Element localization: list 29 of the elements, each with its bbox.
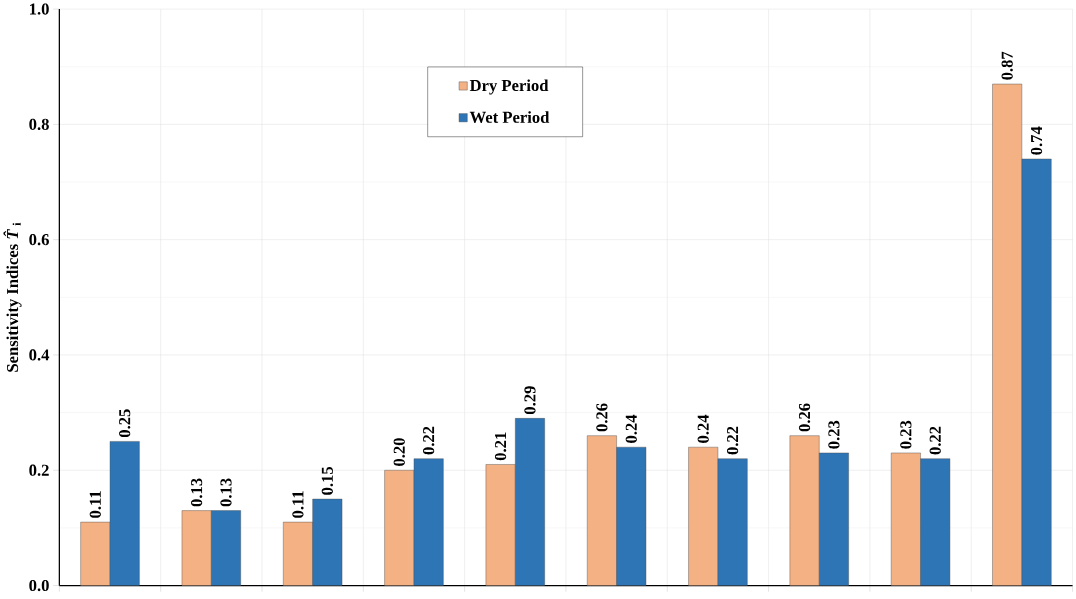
data-label: 0.21 (494, 432, 507, 461)
data-label: 0.25 (119, 409, 131, 438)
data-label: 0.13 (191, 478, 203, 507)
y-tick-label: 0.2 (29, 464, 49, 476)
data-label: 0.22 (726, 426, 739, 455)
legend-label: Dry Period (469, 79, 549, 95)
data-label: 0.20 (393, 438, 405, 466)
data-label: 0.29 (524, 386, 536, 415)
data-label: 0.87 (1001, 51, 1013, 80)
y-tick-label: 1.0 (30, 3, 49, 15)
data-label: 0.26 (596, 403, 608, 432)
data-label: 0.23 (900, 420, 912, 449)
legend-label: Wet Period (469, 111, 550, 124)
data-label: 0.11 (292, 491, 304, 518)
y-tick-label: 0.4 (29, 349, 50, 361)
y-tick-label: 0.0 (29, 579, 49, 592)
data-label: 0.24 (697, 414, 709, 443)
y-tick-label: 0.6 (29, 234, 49, 246)
data-label: 0.23 (828, 420, 840, 449)
data-label: 0.74 (1030, 126, 1043, 155)
data-label: 0.13 (220, 478, 232, 507)
y-axis-title: Sensitivity Indices T̂$_{i}$ (3, 222, 22, 372)
data-label: 0.15 (321, 466, 333, 495)
data-label: 0.11 (89, 491, 101, 518)
y-tick-label: 0.8 (29, 118, 49, 131)
data-label: 0.24 (625, 414, 637, 443)
data-label: 0.22 (929, 426, 941, 455)
data-label: 0.22 (423, 426, 435, 455)
data-label: 0.26 (798, 403, 811, 432)
